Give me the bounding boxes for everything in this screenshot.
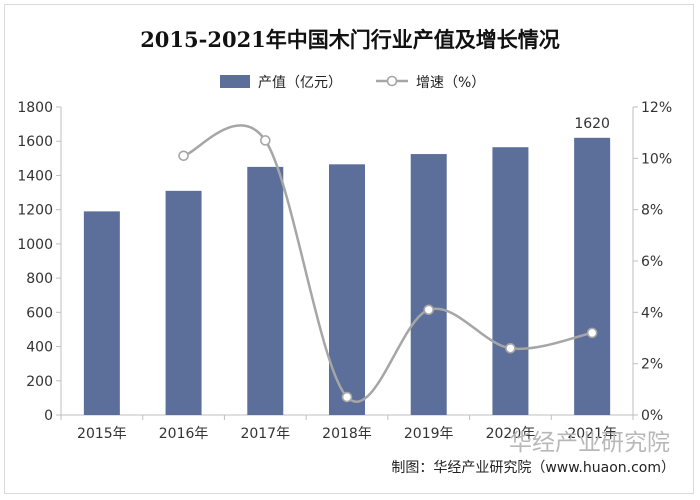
data-label: 1620 [574, 116, 610, 132]
bar [247, 166, 284, 415]
bar [574, 137, 611, 416]
legend: 产值（亿元） 增速（%） [220, 75, 485, 91]
plot-area: 0 200 400 600 800 1000 1200 1400 1600 1800 0% 2% 4% 6… [17, 100, 672, 442]
legend-swatch-bar [220, 75, 250, 88]
left-tick-label: 1200 [17, 203, 53, 219]
x-tick-label: 2018年 [322, 426, 372, 442]
left-tick-label: 200 [26, 374, 53, 390]
legend-marker-line [386, 75, 398, 87]
left-tick-label: 800 [26, 271, 53, 287]
source-note: 制图：华经产业研究院（www.huaon.com） [391, 460, 675, 476]
growth-point [505, 342, 516, 354]
x-tick-label: 2015年 [77, 426, 127, 442]
right-tick-label: 2% [641, 357, 663, 373]
right-tick-label: 0% [641, 408, 663, 424]
bar [83, 211, 120, 415]
right-tick-label: 6% [641, 254, 663, 270]
left-tick-label: 400 [26, 340, 53, 356]
growth-line [183, 124, 593, 403]
legend-label-bar: 产值（亿元） [258, 75, 342, 91]
legend-label-line: 增速（%） [416, 75, 485, 91]
growth-point [423, 304, 435, 316]
growth-point [259, 135, 271, 146]
left-tick-label: 1800 [17, 100, 53, 116]
growth-point [341, 391, 353, 403]
left-tick-label: 600 [26, 305, 53, 321]
right-tick-label: 10% [641, 151, 672, 167]
x-tick-label: 2017年 [240, 426, 290, 442]
bar [165, 190, 202, 415]
x-tick-label: 2021年 [567, 426, 617, 442]
bar [329, 164, 365, 415]
chart: 2015-2021年中国木门行业产值及增长情况 产值（亿元） 增速（%） 0 20… [17, 27, 675, 476]
bar [410, 154, 447, 416]
right-tick-label: 12% [641, 100, 672, 116]
chart-title: 2015-2021年中国木门行业产值及增长情况 [140, 27, 560, 52]
x-tick-label: 2020年 [486, 426, 536, 442]
growth-point [586, 327, 598, 339]
x-tick-label: 2016年 [159, 426, 209, 442]
growth-point [178, 150, 189, 162]
bar [492, 147, 529, 415]
left-tick-label: 1000 [17, 237, 53, 253]
left-tick-label: 1600 [17, 134, 53, 150]
right-tick-label: 8% [641, 203, 663, 219]
watermark: 华经产业研究院 [509, 430, 670, 456]
chart-frame: 2015-2021年中国木门行业产值及增长情况 产值（亿元） 增速（%） 0 20… [4, 4, 694, 494]
left-tick-label: 0 [44, 408, 53, 424]
right-tick-label: 4% [641, 305, 663, 321]
left-tick-label: 1400 [17, 168, 53, 184]
x-tick-label: 2019年 [404, 426, 454, 442]
